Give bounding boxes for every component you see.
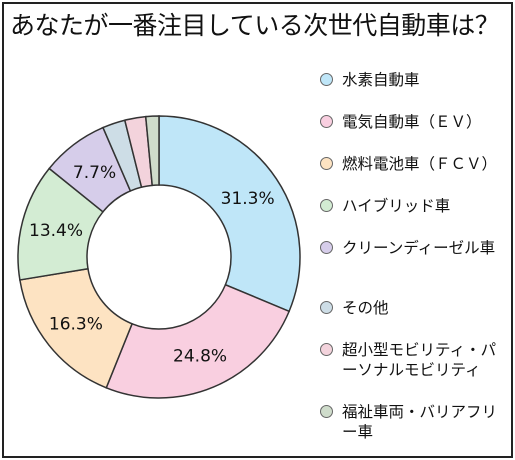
legend-label-ev: 電気自動車（ＥＶ）	[342, 113, 482, 131]
legend-label-welfare-vehicle: 福祉車両・バリアフリー車	[342, 403, 498, 441]
data-label-fcv: 16.3%	[49, 315, 103, 335]
legend-swatch-micro-mobility	[320, 343, 333, 356]
legend-label-hydrogen: 水素自動車	[342, 71, 420, 89]
slice-welfare-vehicle	[144, 115, 160, 187]
legend-swatch-other	[320, 301, 333, 314]
slice-ev	[105, 283, 291, 399]
data-label-hybrid: 13.4%	[29, 221, 83, 241]
legend-swatch-hybrid	[320, 199, 333, 212]
legend-label-fcv: 燃料電池車（ＦＣＶ）	[342, 155, 498, 173]
legend-swatch-clean-diesel	[320, 241, 333, 254]
legend-swatch-hydrogen	[320, 73, 333, 86]
data-label-clean-diesel: 7.7%	[73, 163, 116, 183]
slice-hydrogen	[158, 115, 301, 313]
legend-swatch-fcv	[320, 157, 333, 170]
legend-label-clean-diesel: クリーンディーゼル車	[342, 239, 496, 257]
chart-title: あなたが一番注目している次世代自動車は？	[10, 11, 500, 40]
legend-label-other: その他	[342, 299, 389, 317]
data-label-ev: 24.8%	[173, 346, 227, 366]
data-label-hydrogen: 31.3%	[221, 189, 275, 209]
legend-label-hybrid: ハイブリッド車	[342, 197, 451, 215]
legend-swatch-welfare-vehicle	[320, 405, 333, 418]
legend-label-micro-mobility: 超小型モビリティ・パーソナルモビリティ	[342, 341, 497, 379]
legend-swatch-ev	[320, 115, 333, 128]
